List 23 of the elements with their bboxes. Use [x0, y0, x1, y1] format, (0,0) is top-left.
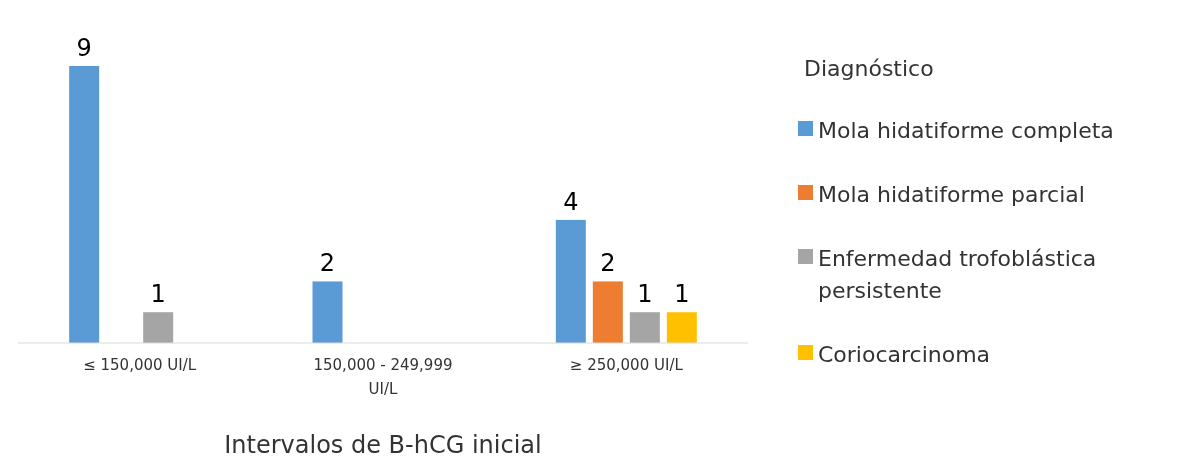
x-axis-title: Intervalos de B-hCG inicial — [224, 431, 542, 459]
data-label: 1 — [637, 280, 653, 309]
data-label: 4 — [563, 187, 579, 216]
bar — [592, 281, 623, 343]
x-tick-label: ≥ 250,000 UI/L — [569, 356, 684, 374]
x-tick-label: 150,000 - 249,999 UI/L — [313, 356, 453, 398]
legend-label: Mola hidatiforme completa — [818, 118, 1114, 143]
data-label: 2 — [319, 249, 336, 278]
x-tick-label: ≤ 150,000 UI/L — [83, 356, 197, 374]
bar — [629, 312, 660, 343]
legend-label: Mola hidatiforme parcial — [818, 182, 1085, 207]
legend-label: Enfermedad trofoblástica persistente — [818, 246, 1097, 303]
data-label: 2 — [600, 249, 616, 278]
data-label: 1 — [674, 280, 690, 309]
bar — [69, 66, 100, 343]
bar — [312, 281, 343, 343]
legend-title: Diagnóstico — [804, 56, 934, 81]
data-label: 9 — [76, 34, 92, 62]
bar — [555, 219, 586, 343]
legend-label: Coriocarcinoma — [818, 342, 991, 367]
data-label: 1 — [150, 280, 166, 309]
bar — [143, 312, 174, 343]
bar — [666, 312, 697, 343]
